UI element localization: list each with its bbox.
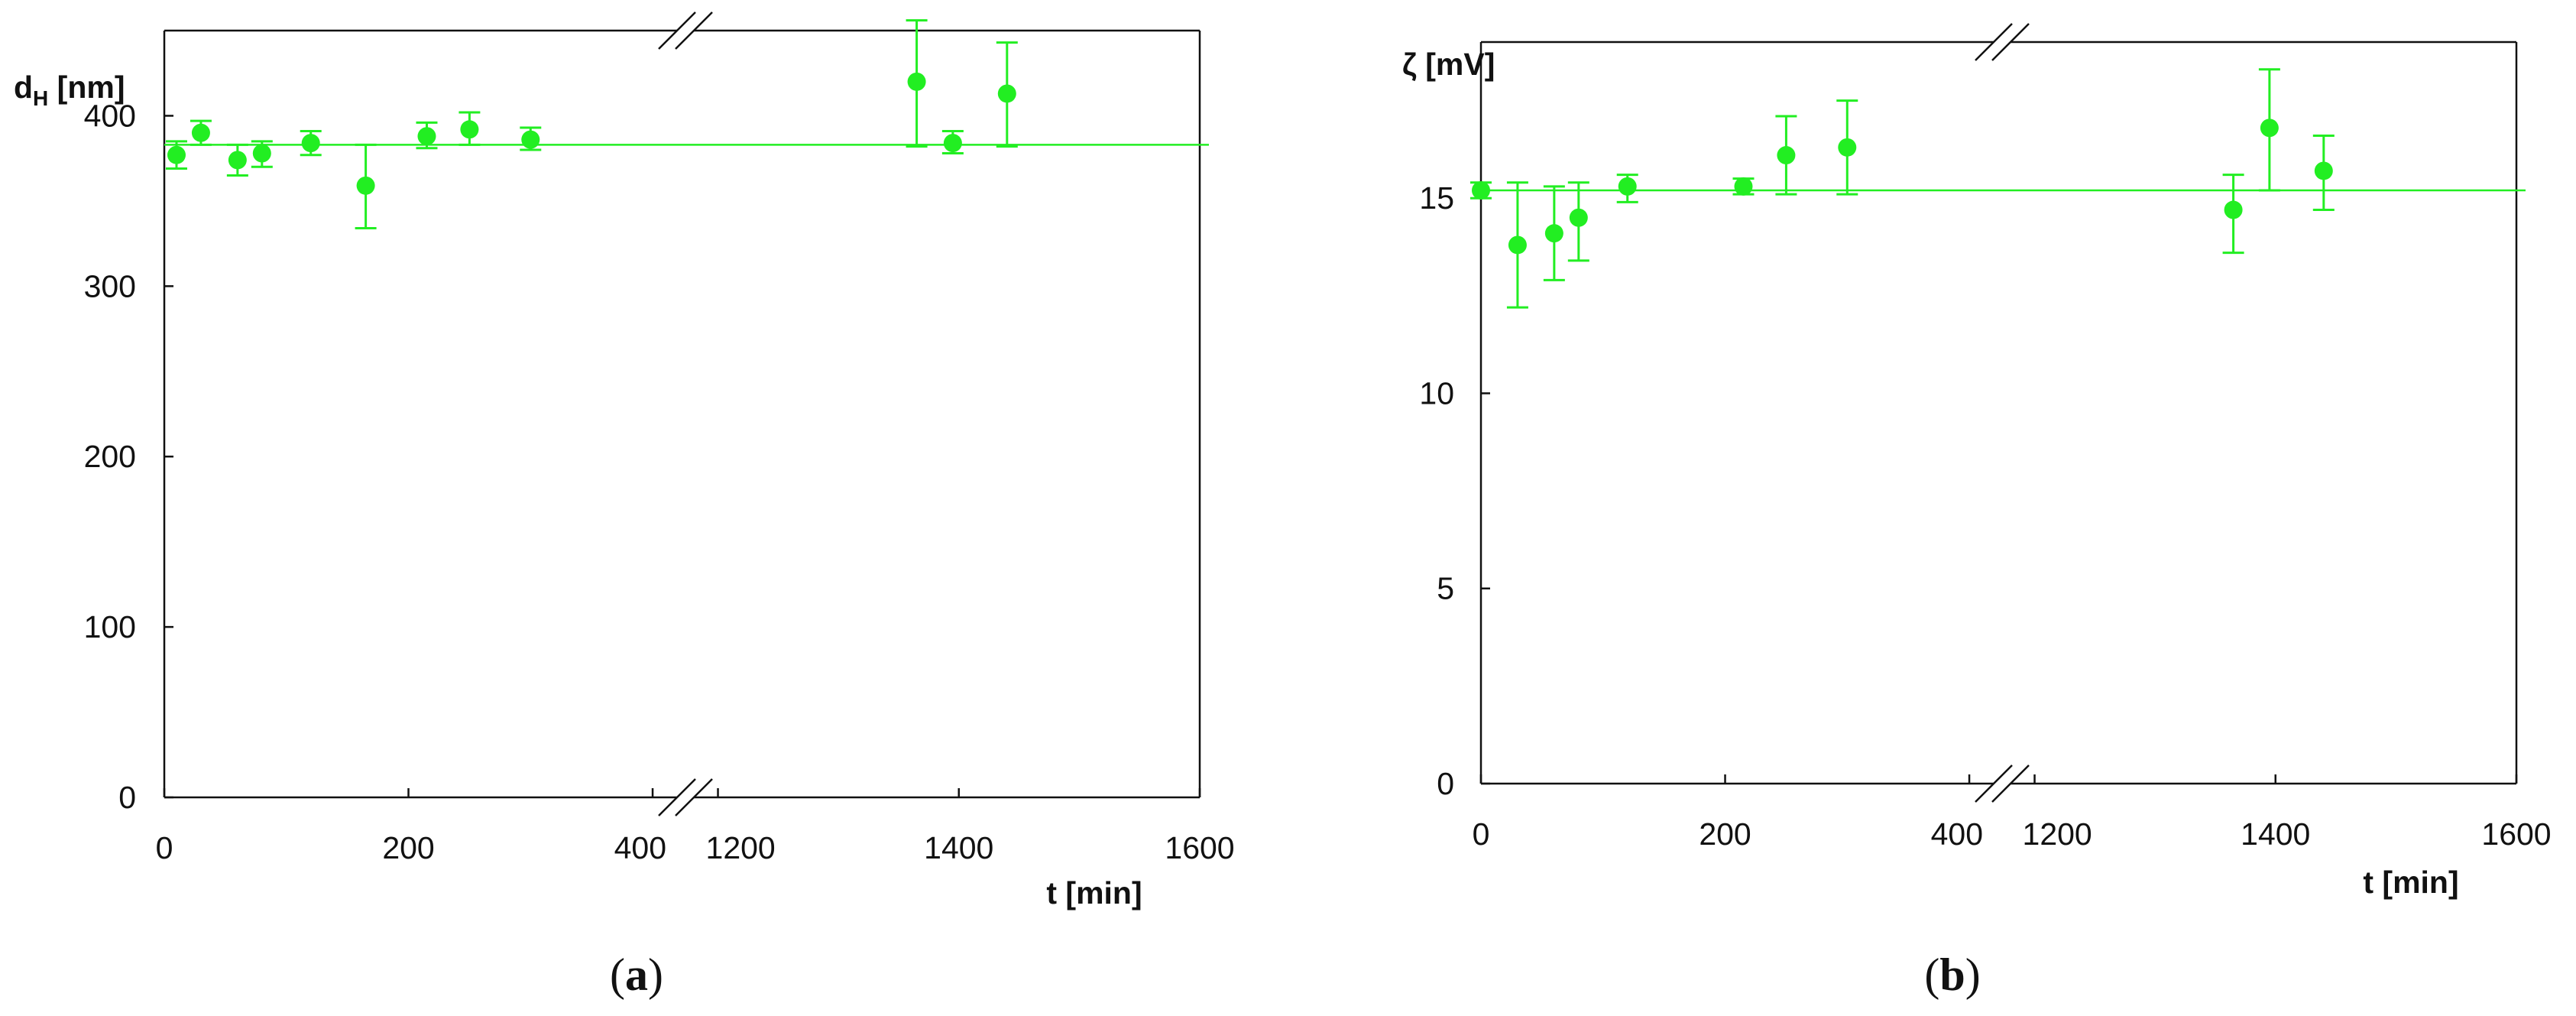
- x-tick-label: 1200: [706, 830, 776, 865]
- x-tick-label: 1600: [2481, 816, 2551, 852]
- x-tick-label: 0: [156, 830, 173, 865]
- panel-label-close: ): [648, 949, 663, 1000]
- y-tick-label: 5: [1437, 571, 1454, 606]
- x-axis-title: t [min]: [2363, 865, 2458, 900]
- data-point: [1618, 177, 1637, 196]
- y-axis-title: ζ [mV]: [1402, 47, 1495, 82]
- y-axis-title-main: ζ: [1402, 47, 1417, 82]
- axis-break-mark: [658, 11, 696, 50]
- x-axis-title: t [min]: [1046, 875, 1142, 911]
- y-axis-title-unit: [nm]: [48, 70, 125, 105]
- panel-label: (b): [1924, 949, 1980, 1000]
- data-point: [1777, 146, 1796, 165]
- panel-label: (a): [610, 949, 663, 1000]
- panel-label-open: (: [1924, 949, 1939, 1000]
- data-point: [167, 145, 186, 164]
- x-tick-label: 1600: [1165, 830, 1234, 865]
- y-tick-label: 10: [1419, 375, 1454, 411]
- y-tick-label: 0: [1437, 766, 1454, 801]
- data-point: [228, 151, 247, 170]
- data-point: [1508, 235, 1527, 255]
- data-point: [907, 72, 926, 91]
- data-point: [997, 84, 1016, 103]
- y-axis-title-unit: [mV]: [1417, 47, 1495, 82]
- axis-break-mark: [675, 11, 713, 50]
- axis-break-mark: [1975, 23, 2013, 61]
- panel-a: 0 100 200 300 400 0 200 400 1200 1400 1600 dH [nm] t…: [14, 11, 1235, 1000]
- x-tick-label: 1200: [2023, 816, 2092, 852]
- y-tick-label: 200: [84, 439, 136, 474]
- axis-break-mark: [1991, 23, 2030, 61]
- data-point: [417, 127, 436, 146]
- panel-label-open: (: [610, 949, 625, 1000]
- y-tick-label: 300: [84, 268, 136, 304]
- data-point: [301, 134, 320, 153]
- x-tick-label: 400: [1931, 816, 1983, 852]
- x-tick-label: 0: [1473, 816, 1490, 852]
- y-tick-label: 100: [84, 609, 136, 644]
- data-point: [1544, 224, 1563, 243]
- panel-label-letter: a: [625, 949, 648, 1000]
- data-point: [191, 123, 210, 142]
- y-tick-label: 15: [1419, 180, 1454, 216]
- x-tick-label: 1400: [2241, 816, 2310, 852]
- axis-break-mark: [658, 778, 696, 816]
- x-tick-label: 200: [382, 830, 434, 865]
- x-tick-label: 400: [614, 830, 666, 865]
- data-point: [252, 144, 271, 163]
- data-point: [1569, 208, 1588, 227]
- axis-break-mark: [1991, 764, 2030, 803]
- data-point: [460, 120, 479, 139]
- data-point: [2260, 118, 2279, 138]
- data-point: [1472, 181, 1490, 200]
- y-tick-label: 400: [84, 98, 136, 133]
- panel-label-close: ): [1965, 949, 1981, 1000]
- data-point: [943, 134, 962, 153]
- panel-label-letter: b: [1939, 949, 1965, 1000]
- axis-break-mark: [1975, 764, 2013, 803]
- y-axis-title-main: d: [14, 70, 33, 105]
- x-tick-label: 1400: [924, 830, 993, 865]
- data-point: [356, 176, 375, 195]
- axis-break-mark: [675, 778, 713, 816]
- x-tick-label: 200: [1699, 816, 1751, 852]
- data-point: [521, 130, 540, 149]
- y-axis-title-subscript: H: [33, 86, 48, 110]
- data-point: [1734, 177, 1753, 196]
- data-point: [2224, 200, 2243, 219]
- data-point: [1838, 138, 1857, 157]
- y-axis-title: dH [nm]: [14, 70, 125, 110]
- panel-b: 0 5 10 15 0 200 400 1200 1400 1600 ζ [mV] t [min] (b…: [1402, 23, 2552, 1000]
- data-point: [2314, 161, 2333, 180]
- y-tick-label: 0: [118, 780, 136, 815]
